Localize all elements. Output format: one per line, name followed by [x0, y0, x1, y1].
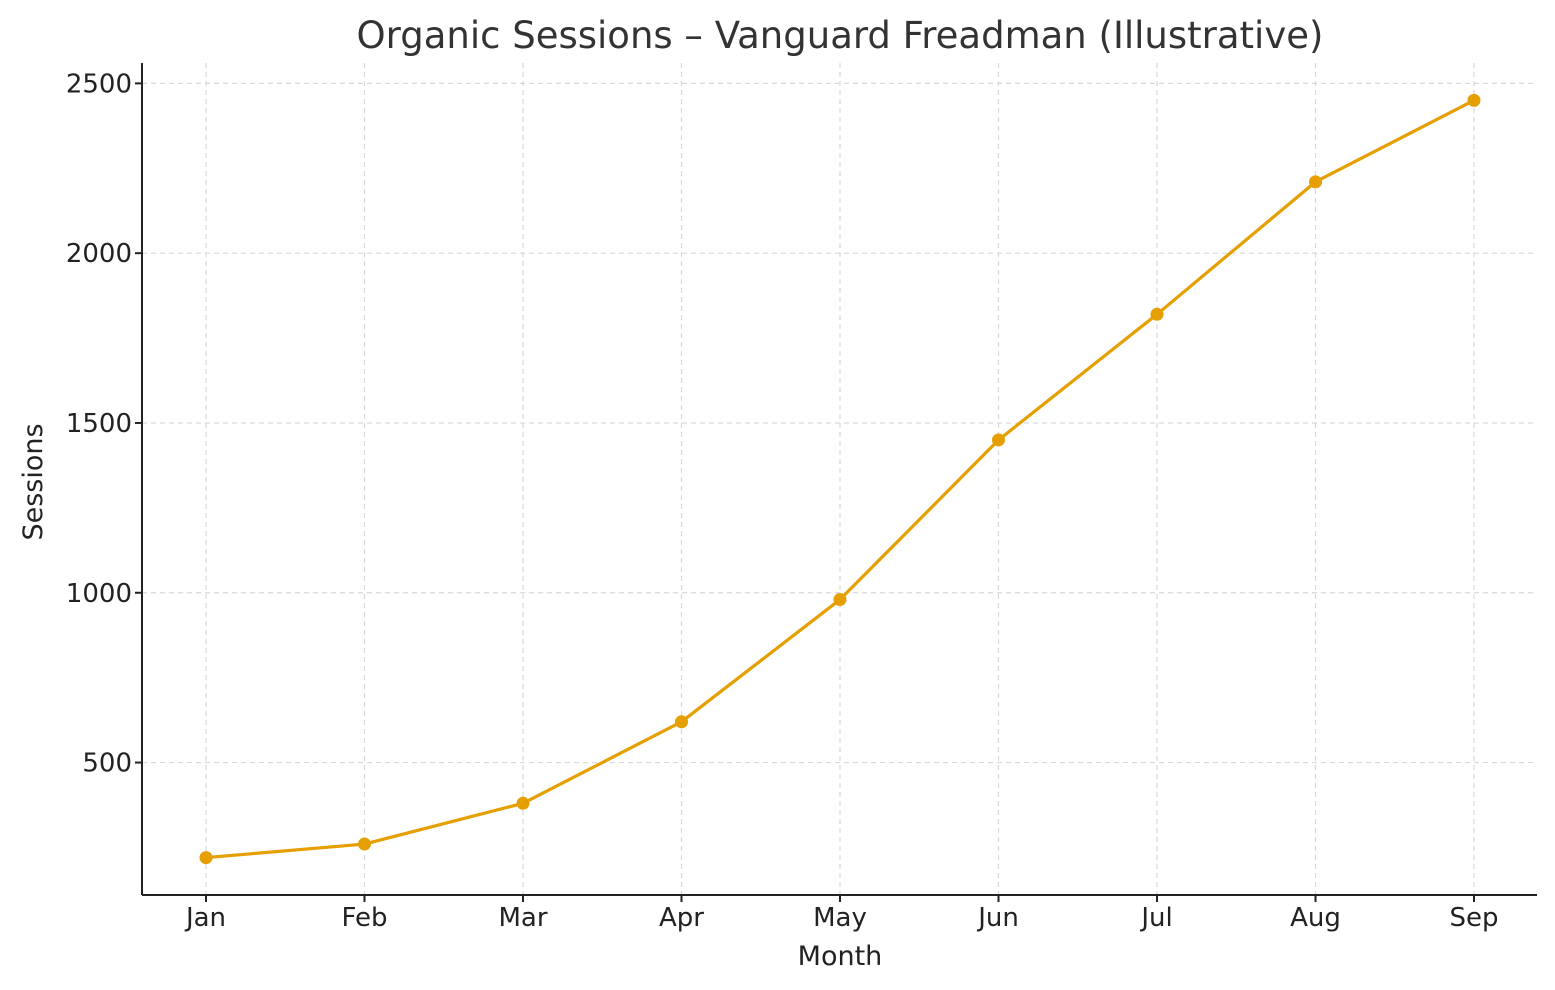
x-tick-label: Jan	[184, 903, 226, 933]
y-tick-label: 1000	[66, 579, 132, 609]
x-tick-label: Sep	[1449, 903, 1498, 933]
y-tick-label: 2500	[66, 69, 132, 99]
y-axis-label: Sessions	[18, 423, 49, 540]
data-point	[516, 796, 530, 810]
chart-title: Organic Sessions – Vanguard Freadman (Il…	[357, 14, 1324, 57]
x-tick-label: Feb	[341, 903, 387, 933]
data-point	[675, 715, 688, 729]
x-tick-label: Jun	[976, 903, 1019, 933]
x-tick-label: May	[813, 903, 867, 933]
y-tick-label: 500	[82, 749, 132, 779]
y-tick-label: 2000	[66, 239, 132, 269]
series	[199, 93, 1481, 865]
data-point	[833, 593, 847, 607]
data-point	[1150, 307, 1164, 321]
y-tick-label: 1500	[66, 409, 132, 439]
ticks: Jan Feb Mar Apr May Jun Jul Aug Sep 500 1000 1500 20…	[66, 69, 1499, 933]
data-point	[992, 433, 1005, 447]
x-tick-label: Mar	[498, 903, 547, 933]
grid	[142, 63, 1537, 895]
x-tick-label: Aug	[1290, 903, 1341, 933]
x-tick-label: Apr	[659, 903, 704, 933]
data-point	[1309, 175, 1322, 189]
x-axis-label: Month	[798, 941, 883, 972]
data-point	[358, 837, 371, 851]
x-tick-label: Jul	[1139, 903, 1172, 933]
data-point	[1467, 93, 1481, 107]
data-point	[199, 851, 213, 865]
